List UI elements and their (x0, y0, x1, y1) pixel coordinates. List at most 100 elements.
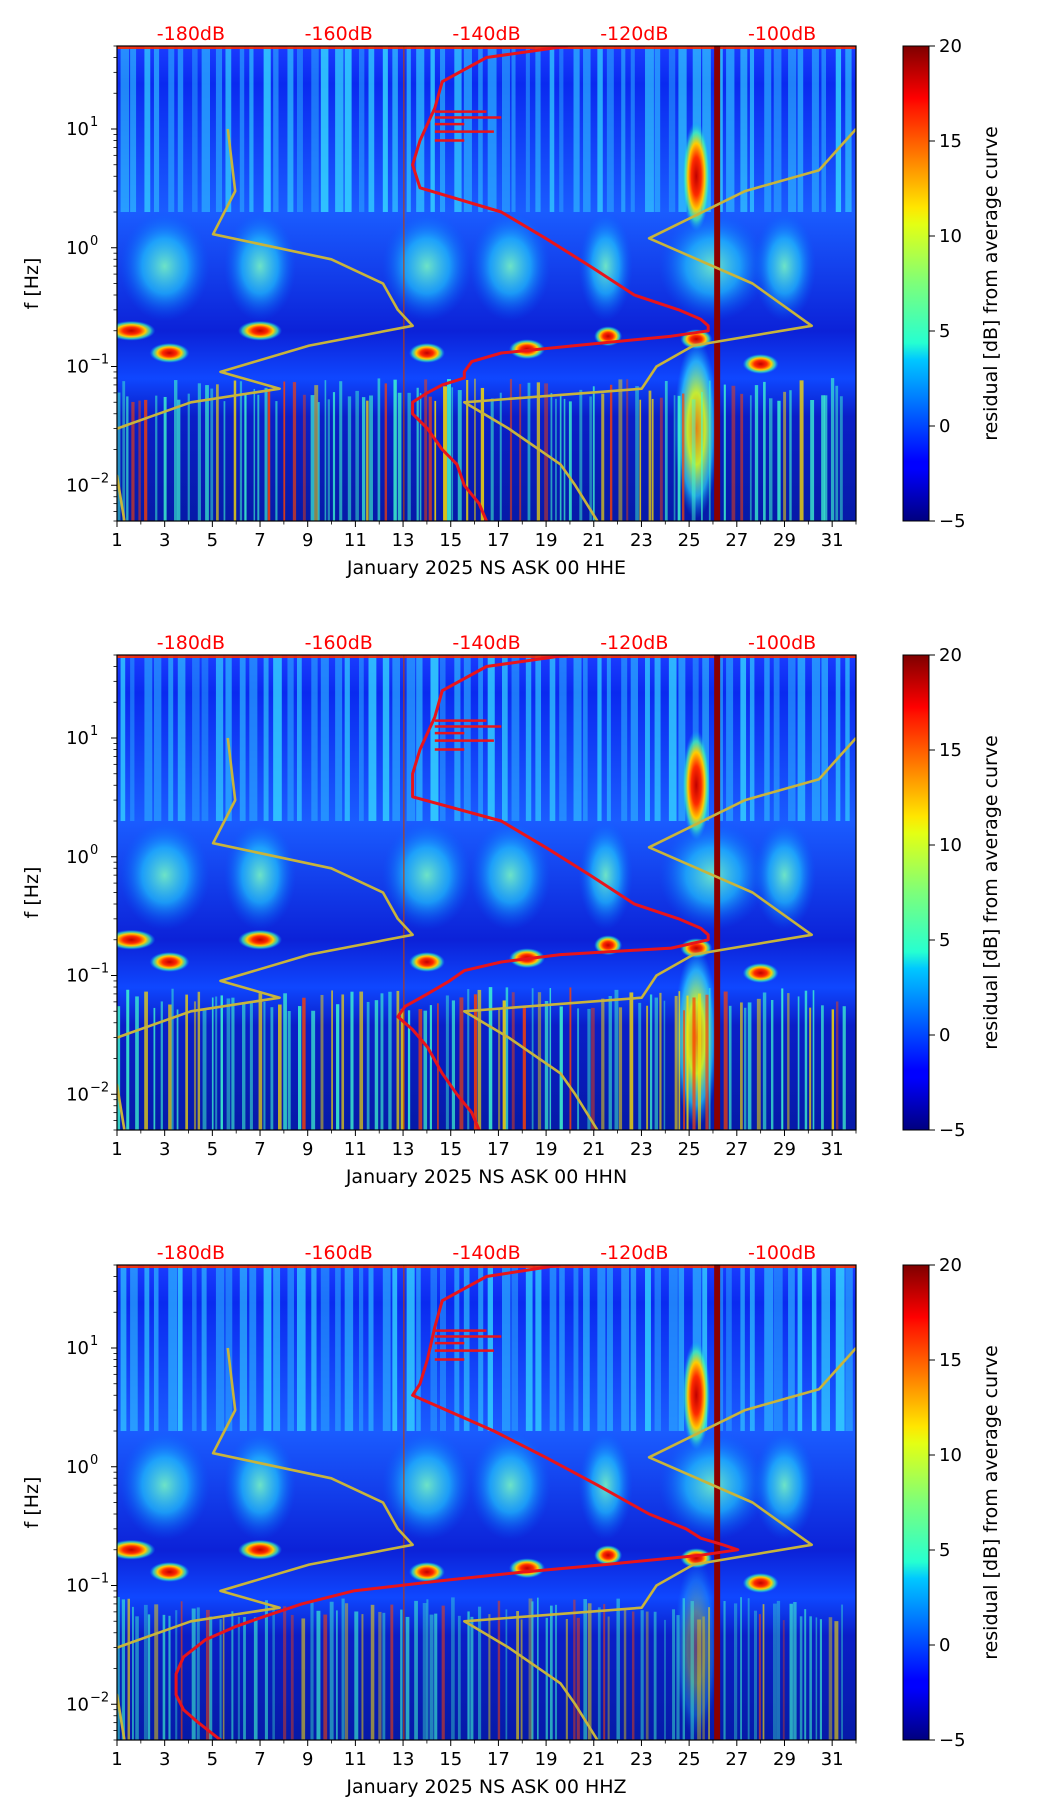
y-tick-label: 10 (66, 1576, 89, 1597)
x-tick-label: 5 (207, 530, 218, 551)
microseism-peak (408, 951, 445, 972)
colorbar-tick-label: 10 (939, 226, 962, 247)
x-tick-label: 15 (439, 1139, 462, 1160)
noise-column (678, 46, 687, 213)
lowfreq-streak (702, 1616, 705, 1740)
noise-column (392, 46, 398, 213)
y-tick-label: 10 (66, 1694, 89, 1715)
spectrogram-area (117, 46, 856, 521)
lowfreq-streak (549, 988, 552, 1130)
y-tick-exponent: −1 (90, 1572, 109, 1587)
noise-column (273, 1265, 281, 1432)
lowfreq-streak (799, 1616, 803, 1740)
lowfreq-streak (731, 385, 736, 521)
lowfreq-streak (407, 392, 411, 521)
lowfreq-streak (283, 1606, 287, 1740)
y-axis-label: f [Hz] (21, 867, 43, 919)
noise-column (606, 46, 614, 213)
lowfreq-streak (155, 395, 158, 521)
noise-column (860, 655, 868, 821)
lowfreq-streak (382, 1612, 386, 1740)
noise-column (430, 1265, 438, 1432)
noise-column (573, 1265, 579, 1432)
lowfreq-streak (422, 1603, 427, 1740)
lowfreq-streak (369, 395, 373, 521)
noise-column (478, 655, 483, 822)
noise-column (749, 655, 755, 822)
lowfreq-streak (758, 1614, 761, 1740)
lowfreq-streak (314, 385, 319, 521)
noise-column (287, 655, 294, 822)
lowfreq-streak (692, 997, 696, 1130)
x-tick-label: 27 (725, 1139, 748, 1160)
lowfreq-streak (215, 996, 218, 1130)
noise-column (239, 1265, 248, 1432)
noise-model-curve (117, 1347, 414, 1740)
lowfreq-streak (135, 996, 139, 1130)
lowfreq-streak (635, 386, 639, 521)
x-tick-label: 9 (302, 1749, 313, 1770)
lowfreq-streak (682, 393, 685, 521)
lowfreq-streak (445, 995, 449, 1130)
lowfreq-streak (350, 991, 354, 1130)
noise-column (130, 1265, 138, 1432)
microseism-peak (238, 1539, 283, 1560)
y-tick-exponent: −2 (90, 471, 109, 486)
lowfreq-streak (127, 1598, 130, 1740)
average-curve-spikes (434, 719, 502, 751)
noise-column (559, 655, 567, 822)
noise-column (788, 655, 796, 822)
lowfreq-streak (608, 996, 612, 1130)
lowfreq-streak (587, 1008, 591, 1130)
lowfreq-streak (231, 997, 235, 1130)
noise-column (645, 46, 654, 213)
noise-column (192, 1265, 197, 1432)
x-tick-label: 19 (535, 1139, 558, 1160)
noise-column (549, 46, 555, 213)
lowfreq-streak (536, 382, 541, 521)
energy-cloud (752, 1430, 816, 1541)
lowfreq-streak (270, 1007, 274, 1130)
lowfreq-streak (197, 991, 201, 1130)
spectrogram-area (117, 1265, 856, 1740)
lowfreq-streak (740, 393, 744, 521)
x-tick-label: 11 (344, 1139, 367, 1160)
lowfreq-streak (705, 994, 709, 1130)
noise-column (821, 655, 829, 822)
noise-column (702, 655, 709, 822)
lowfreq-streak (835, 385, 839, 521)
lowfreq-streak (678, 991, 681, 1130)
noise-column (215, 1265, 225, 1432)
microseism-peak (742, 353, 779, 374)
storm-peak (682, 121, 711, 232)
noise-column (430, 655, 439, 822)
noise-column (120, 46, 130, 213)
spectrogram-area (117, 655, 868, 1130)
microseism-peak (509, 1558, 546, 1579)
noise-column (835, 46, 842, 213)
lowfreq-streak (474, 378, 476, 521)
noise-column (263, 46, 271, 213)
noise-column (749, 1265, 755, 1432)
lowfreq-streak (467, 1611, 470, 1740)
lowfreq-streak (516, 1611, 519, 1740)
noise-column (797, 1265, 803, 1432)
y-tick-label: 10 (66, 1084, 89, 1105)
lowfreq-streak (677, 395, 681, 521)
x-tick-label: 7 (254, 1139, 265, 1160)
noise-column (120, 655, 126, 822)
lowfreq-streak (226, 998, 231, 1130)
noise-column (726, 46, 735, 213)
lowfreq-streak (459, 997, 464, 1130)
lowfreq-streak (196, 1607, 200, 1740)
storm-peak (682, 1340, 711, 1451)
noise-column (559, 46, 564, 213)
lowfreq-streak (405, 1616, 410, 1740)
y-tick-label: 10 (66, 1338, 89, 1359)
lowfreq-streak (663, 1000, 666, 1130)
lowfreq-streak (185, 994, 188, 1130)
noise-column (764, 1265, 774, 1432)
noise-column (382, 655, 390, 822)
lowfreq-streak (723, 991, 728, 1130)
noise-column (177, 46, 184, 213)
